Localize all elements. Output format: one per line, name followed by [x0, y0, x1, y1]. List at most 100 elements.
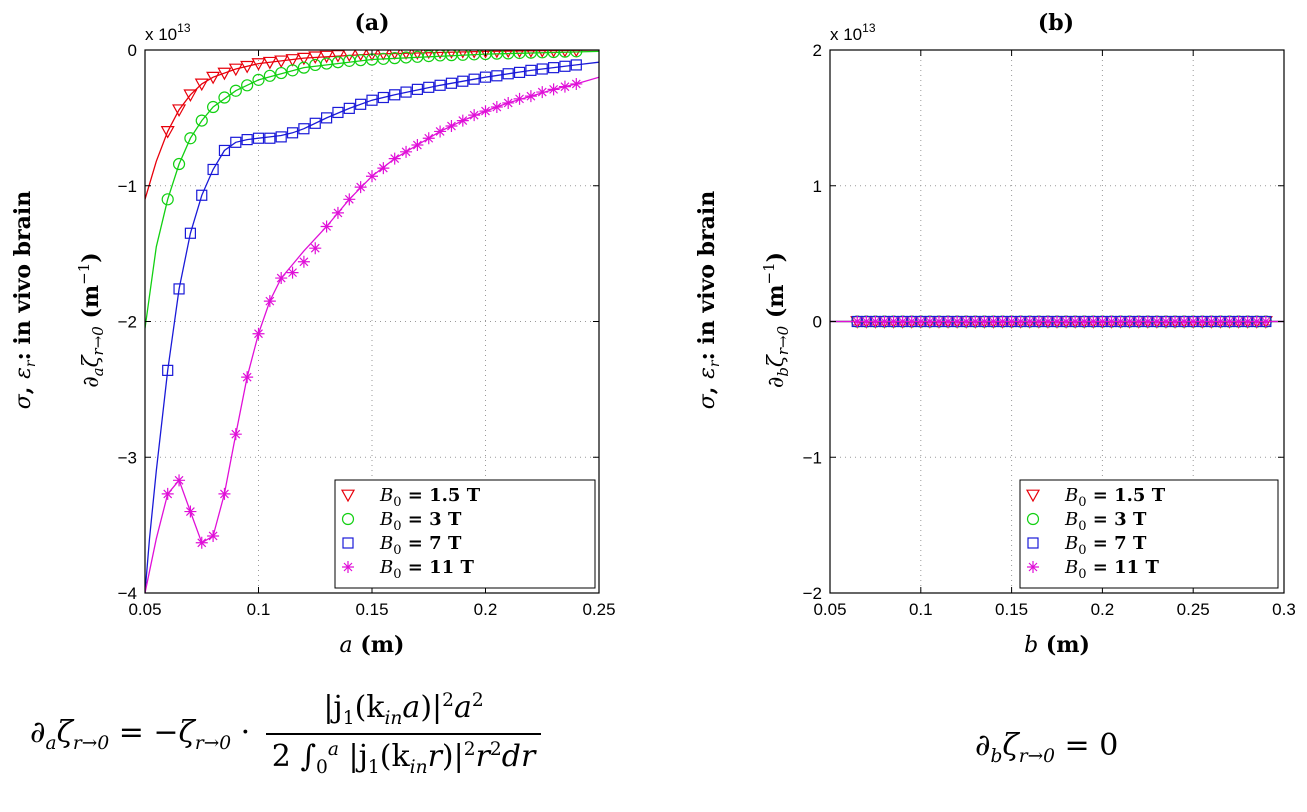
data-point-0: [560, 50, 570, 58]
data-point-3: [275, 272, 288, 285]
data-point-0: [549, 50, 558, 58]
panel-b-title: (b): [1038, 10, 1074, 36]
data-point-3: [1223, 315, 1236, 328]
legend-marker-1: [1026, 512, 1040, 526]
data-point-2: [400, 86, 412, 98]
data-point-1: [570, 50, 583, 58]
data-point-0: [262, 56, 277, 70]
x-tick-label: 0.25: [1177, 600, 1210, 619]
data-point-3: [1032, 315, 1045, 328]
data-point-3: [1087, 315, 1100, 328]
data-point-2: [389, 89, 401, 101]
data-point-3: [570, 77, 583, 90]
data-point-3: [1205, 315, 1218, 328]
data-point-3: [263, 295, 276, 308]
data-point-3: [547, 83, 560, 96]
panel-a: (a) x 1013 0.05 0.1 0.15 0.2 0.25 −4 −3 −2 −1 0 ∂…: [10, 10, 616, 658]
data-point-3: [987, 315, 1000, 328]
data-point-3: [1169, 315, 1182, 328]
data-point-3: [252, 327, 265, 340]
legend-label-3: B0 = 11 T: [1064, 557, 1159, 582]
data-point-0: [492, 50, 502, 59]
x-tick-label: 0.3: [1272, 600, 1296, 619]
data-point-2: [411, 83, 423, 95]
formula-a: ∂aζr→0 = −ζr→0 · |j1(kina)|2a2 2 ∫0a |j1(…: [30, 690, 690, 778]
series-line-2: [145, 61, 599, 593]
x-tick-label: 0.05: [813, 600, 846, 619]
data-point-3: [377, 162, 390, 175]
legend-marker-3: [1027, 561, 1039, 573]
data-point-0: [434, 50, 446, 60]
x-tick-label: 0.2: [1091, 600, 1115, 619]
data-point-1: [207, 100, 220, 114]
data-point-2: [423, 81, 435, 93]
legend-marker-2: [342, 537, 354, 549]
data-point-2: [491, 70, 503, 82]
data-point-0: [217, 67, 232, 81]
data-point-0: [206, 71, 221, 85]
data-point-3: [536, 86, 549, 99]
data-point-3: [184, 505, 197, 518]
data-point-3: [978, 315, 991, 328]
y-tick-label: 1: [813, 177, 822, 196]
data-point-2: [343, 102, 355, 114]
data-point-2: [252, 132, 265, 144]
data-point-2: [196, 189, 208, 201]
data-point-3: [468, 109, 481, 122]
x-tick-label: 0.05: [128, 600, 161, 619]
data-point-3: [1096, 315, 1109, 328]
data-point-1: [309, 58, 322, 72]
panel-a-grid: [145, 50, 599, 593]
y-tick-label: 0: [128, 41, 137, 60]
data-point-3: [366, 170, 378, 183]
data-point-2: [547, 62, 560, 74]
data-point-0: [503, 50, 513, 59]
data-point-3: [905, 315, 918, 328]
data-point-3: [513, 92, 526, 105]
data-point-3: [942, 315, 955, 328]
data-point-3: [502, 96, 515, 109]
data-point-3: [445, 120, 458, 133]
data-point-3: [1159, 315, 1172, 328]
data-point-3: [479, 105, 492, 118]
data-point-2: [162, 364, 174, 376]
series-line-1: [145, 50, 599, 329]
data-point-3: [241, 371, 254, 384]
panel-a-multiplier: x 1013: [145, 21, 191, 44]
data-point-3: [1060, 315, 1073, 328]
x-tick-label: 0.25: [582, 600, 615, 619]
legend-marker-2: [1027, 537, 1039, 549]
data-point-0: [183, 89, 198, 103]
data-point-3: [1232, 315, 1245, 328]
y-tick-label: −3: [118, 448, 137, 467]
data-point-3: [490, 101, 503, 114]
legend-marker-1: [341, 512, 355, 526]
y-tick-label: −1: [803, 448, 822, 467]
data-point-2: [559, 60, 571, 72]
data-point-3: [1005, 315, 1018, 328]
legend-label-1: B0 = 3 T: [1064, 509, 1147, 534]
panel-b-ylabel: ∂bζr→0 (m−1): [760, 252, 792, 388]
data-point-0: [308, 51, 323, 65]
data-point-3: [1123, 315, 1136, 328]
legend-marker-0: [340, 489, 356, 503]
panel-b: (b) x 1013 0.05 0.1 0.15 0.2 0.25 0.3−2−1012 …: [694, 10, 1296, 658]
panel-a-legend: B0 = 1.5 TB0 = 3 TB0 = 7 TB0 = 11 T: [334, 479, 596, 589]
panel-b-ticks: 0.05 0.1 0.15 0.2 0.25 0.3 −2 −1 0 1 2: [803, 41, 1296, 619]
panel-a-ticks: 0.05 0.1 0.15 0.2 0.25 −4 −3 −2 −1 0: [118, 41, 616, 619]
data-point-2: [457, 75, 469, 87]
data-point-3: [896, 315, 909, 328]
data-point-3: [524, 90, 537, 103]
data-point-2: [366, 94, 378, 106]
data-point-3: [400, 145, 413, 158]
x-tick-label: 0.15: [995, 600, 1028, 619]
data-point-3: [286, 266, 299, 279]
data-point-2: [207, 163, 219, 176]
data-point-3: [343, 193, 356, 206]
data-point-0: [446, 50, 457, 59]
data-point-3: [173, 474, 186, 487]
data-point-2: [536, 63, 548, 75]
data-point-1: [320, 57, 333, 70]
data-point-3: [887, 315, 900, 328]
data-point-0: [469, 50, 479, 59]
